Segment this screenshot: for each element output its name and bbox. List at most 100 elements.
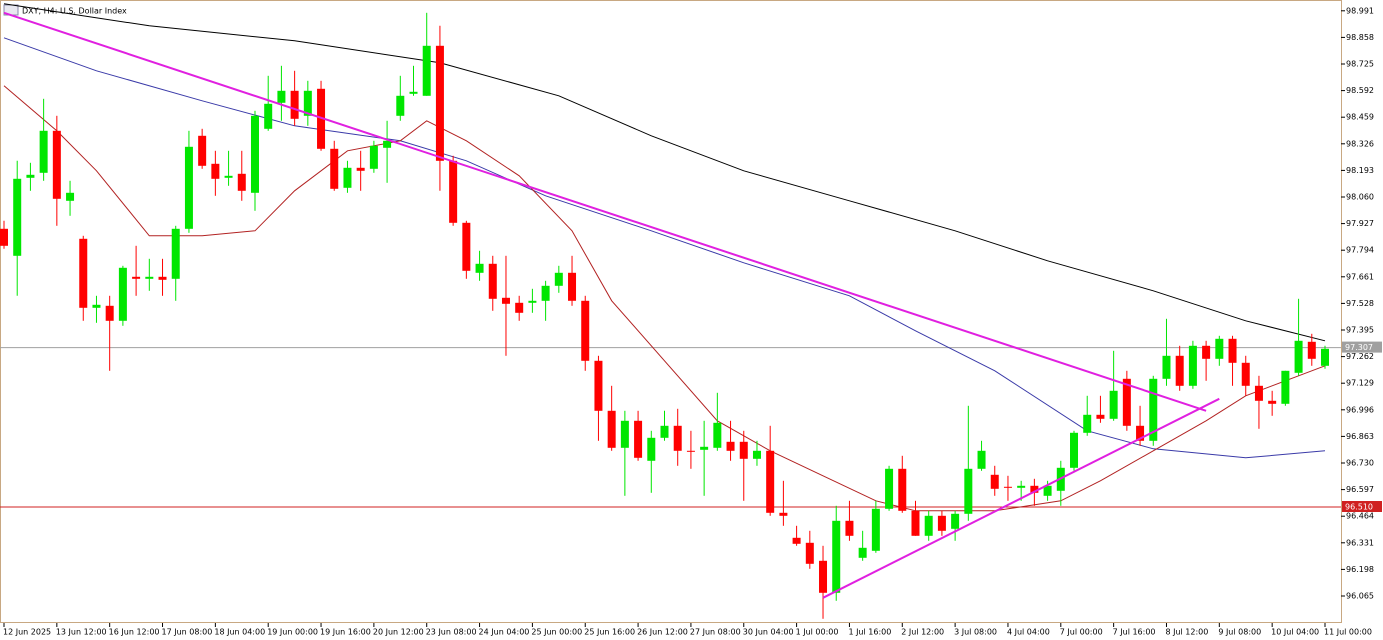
y-tick-label: 96.597 xyxy=(1346,485,1374,494)
candle-body xyxy=(330,148,339,189)
x-tick-label: 25 Jun 16:00 xyxy=(584,628,635,637)
candle-body xyxy=(726,441,735,451)
x-tick-label: 19 Jun 16:00 xyxy=(320,628,371,637)
y-tick-label: 97.262 xyxy=(1346,352,1374,361)
candle-body xyxy=(1030,485,1039,493)
candle-body xyxy=(462,222,471,271)
candle-body xyxy=(26,174,35,178)
candle-body xyxy=(1149,378,1158,441)
candle-body xyxy=(752,450,761,459)
candle-body xyxy=(620,420,629,448)
candle-body xyxy=(660,425,669,438)
x-tick-label: 1 Jul 00:00 xyxy=(796,628,839,637)
candle-body xyxy=(1188,345,1197,386)
y-tick-label: 96.464 xyxy=(1346,512,1374,521)
candle-body xyxy=(528,300,537,303)
candle-body xyxy=(158,276,167,280)
candle-body xyxy=(211,163,220,179)
candle-body xyxy=(805,542,814,564)
candle-body xyxy=(1241,362,1250,386)
candle-body xyxy=(951,513,960,529)
candle-body xyxy=(568,272,577,301)
candle-body xyxy=(475,263,484,273)
x-tick-label: 16 Jun 12:00 xyxy=(109,628,160,637)
y-tick-label: 97.661 xyxy=(1346,272,1374,281)
candle-body xyxy=(1162,355,1171,379)
candle-body xyxy=(819,560,828,593)
candle-body xyxy=(1281,370,1290,404)
candle-body xyxy=(0,228,8,246)
candle-body xyxy=(383,140,392,148)
y-tick-label: 98.858 xyxy=(1346,33,1374,42)
candle-body xyxy=(118,267,127,321)
candle-body xyxy=(1017,485,1026,488)
y-tick-label: 97.794 xyxy=(1346,246,1374,255)
x-tick-label: 18 Jun 04:00 xyxy=(214,628,265,637)
candle-body xyxy=(607,410,616,448)
candle-body xyxy=(409,91,418,94)
y-tick-label: 98.193 xyxy=(1346,166,1374,175)
candle-body xyxy=(13,178,22,256)
x-tick-label: 24 Jun 04:00 xyxy=(479,628,530,637)
candle-body xyxy=(871,508,880,551)
y-tick-label: 96.730 xyxy=(1346,459,1374,468)
y-tick-label: 96.996 xyxy=(1346,405,1374,414)
candle-body xyxy=(1202,345,1211,359)
candle-body xyxy=(1215,338,1224,359)
x-tick-label: 1 Jul 16:00 xyxy=(848,628,891,637)
candle-body xyxy=(594,360,603,411)
candle-body xyxy=(1307,341,1316,359)
candle-body xyxy=(739,441,748,459)
candle-body xyxy=(250,115,259,193)
y-tick-label: 96.863 xyxy=(1346,432,1374,441)
y-tick-label: 97.129 xyxy=(1346,379,1374,388)
chart-title: DXY, H4: U.S. Dollar Index xyxy=(22,7,127,16)
x-tick-label: 27 Jun 08:00 xyxy=(690,628,741,637)
candle-body xyxy=(673,425,682,451)
candle-body xyxy=(79,238,88,308)
candle-body xyxy=(198,135,207,166)
candle-body xyxy=(766,450,775,513)
candle-body xyxy=(792,537,801,544)
x-tick-label: 26 Jun 12:00 xyxy=(637,628,688,637)
price-label: 97.307 xyxy=(1345,343,1373,352)
x-tick-label: 7 Jul 00:00 xyxy=(1060,628,1103,637)
candle-body xyxy=(634,420,643,458)
candle-body xyxy=(885,468,894,509)
candle-body xyxy=(264,103,273,129)
x-tick-label: 25 Jun 00:00 xyxy=(531,628,582,637)
price-label-bg xyxy=(1342,341,1382,353)
candle-body xyxy=(501,297,510,304)
candle-body xyxy=(1294,340,1303,373)
candle-body xyxy=(1268,400,1277,404)
candle-body xyxy=(515,302,524,313)
candle-body xyxy=(488,263,497,299)
x-tick-label: 9 Jul 08:00 xyxy=(1218,628,1261,637)
x-tick-label: 13 Jun 12:00 xyxy=(56,628,107,637)
x-tick-label: 19 Jun 00:00 xyxy=(267,628,318,637)
candle-body xyxy=(1122,378,1131,426)
price-label-bg xyxy=(1342,501,1382,512)
y-tick-label: 97.528 xyxy=(1346,299,1374,308)
candle-body xyxy=(964,468,973,514)
candle-body xyxy=(581,300,590,361)
candle-body xyxy=(237,173,246,191)
candle-body xyxy=(700,446,709,450)
candle-body xyxy=(277,90,286,103)
x-tick-label: 20 Jun 12:00 xyxy=(373,628,424,637)
candle-body xyxy=(898,468,907,511)
candle-body xyxy=(713,422,722,448)
candle-body xyxy=(356,167,365,171)
y-tick-label: 97.927 xyxy=(1346,219,1374,228)
candle-body xyxy=(422,45,431,96)
y-tick-label: 98.991 xyxy=(1346,6,1374,15)
candle-body xyxy=(647,437,656,461)
candle-body xyxy=(832,520,841,593)
candle-body xyxy=(554,272,563,286)
y-tick-label: 98.060 xyxy=(1346,193,1374,202)
y-tick-label: 96.065 xyxy=(1346,592,1374,601)
candle-body xyxy=(1136,425,1145,441)
candle-body xyxy=(541,285,550,301)
candle-body xyxy=(1109,390,1118,419)
candle-body xyxy=(911,510,920,536)
